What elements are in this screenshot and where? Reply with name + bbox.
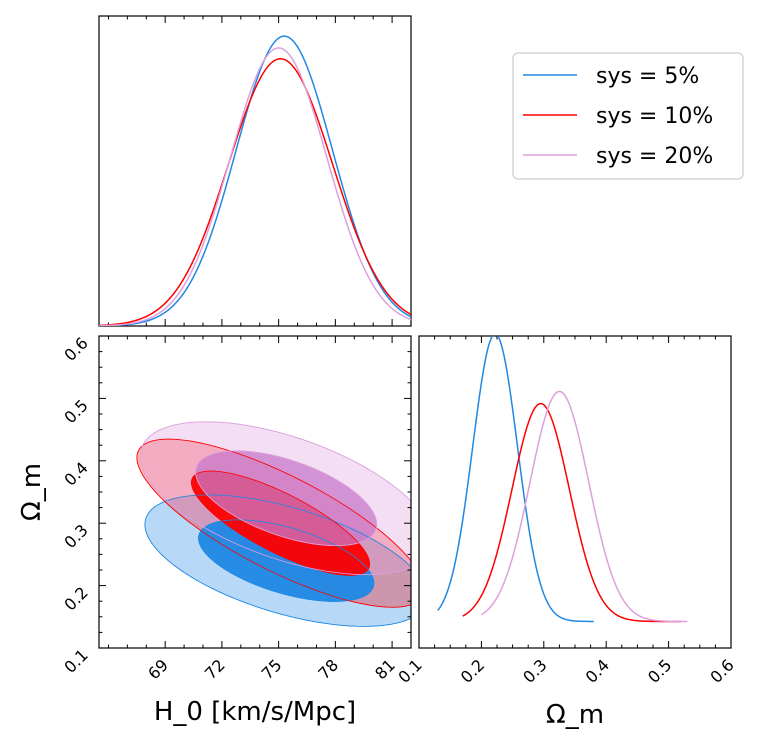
contour-95-outline-sys5 — [144, 494, 411, 627]
omega-m-tick-label: 0.5 — [60, 396, 91, 427]
omega-m-marginal-tick-label: 0.5 — [644, 655, 675, 686]
contour-68-outline-sys10 — [191, 470, 371, 576]
omega-m-marginal-frame — [418, 335, 732, 649]
x-axis-label-omega-m: Ω_m — [546, 700, 604, 730]
omega-m-tick-label: 0.1 — [60, 645, 91, 676]
omega-m-tick-label: 0.6 — [60, 333, 91, 364]
h0-tick-label: 78 — [314, 655, 342, 683]
contour-95-outline-sys20 — [139, 421, 411, 576]
contour-95-outline-sys10 — [136, 438, 411, 608]
y-axis-label-omega-m: Ω_m — [17, 463, 47, 521]
h0-marginal-panel — [98, 15, 412, 327]
omega-m-marginal-tick-labels: 0.1 0.2 0.3 0.4 0.5 0.6 — [394, 655, 737, 686]
omega-m-marginal-curve-sys5 — [437, 336, 594, 623]
omega-m-tick-label: 0.4 — [60, 458, 91, 489]
omega-m-marginal-tick-label: 0.6 — [706, 655, 737, 686]
contour-68-outline-sys5 — [198, 519, 375, 602]
legend-label-sys20: sys = 20% — [596, 144, 713, 169]
legend-label-sys5: sys = 5% — [596, 64, 699, 89]
x-axis-label-h0: H_0 [km/s/Mpc] — [154, 697, 356, 727]
omega-m-marginal-curve-sys20 — [481, 390, 688, 623]
h0-marginal-curves — [99, 35, 411, 326]
joint-contours — [136, 421, 411, 627]
h0-tick-label: 81 — [371, 655, 399, 683]
h0-tick-label: 75 — [258, 655, 286, 683]
h0-marginal-curve-sys20 — [99, 47, 411, 326]
omega-m-marginal-tick-label: 0.2 — [457, 655, 488, 686]
legend: sys = 5% sys = 10% sys = 20% — [512, 52, 744, 180]
omega-m-tick-labels: 0.1 0.2 0.3 0.4 0.5 0.6 — [60, 333, 91, 676]
joint-contour-panel: 69 72 75 78 81 0.1 0.2 0.3 0.4 0.5 0.6 H_0 [km/s/… — [17, 333, 412, 727]
legend-label-sys10: sys = 10% — [596, 104, 713, 129]
omega-m-marginal-panel: 0.1 0.2 0.3 0.4 0.5 0.6 Ω_m — [394, 335, 738, 730]
omega-m-marginal-tick-label: 0.1 — [394, 655, 425, 686]
h0-tick-label: 69 — [144, 655, 172, 683]
h0-marginal-ticks — [107, 16, 412, 326]
h0-tick-labels: 69 72 75 78 81 — [144, 655, 399, 683]
h0-marginal-curve-sys10 — [99, 58, 411, 326]
joint-contour-ticks — [99, 335, 412, 649]
omega-m-marginal-tick-label: 0.4 — [582, 655, 613, 686]
omega-m-tick-label: 0.3 — [60, 521, 91, 552]
h0-tick-label: 72 — [201, 655, 229, 683]
omega-m-marginal-ticks — [418, 336, 732, 648]
omega-m-marginal-curves — [437, 336, 688, 623]
omega-m-marginal-tick-label: 0.3 — [519, 655, 550, 686]
h0-marginal-frame — [98, 15, 412, 327]
omega-m-marginal-curve-sys10 — [462, 402, 682, 623]
legend-box — [512, 52, 744, 180]
omega-m-tick-label: 0.2 — [60, 583, 91, 614]
contour-68-outline-sys20 — [195, 450, 378, 547]
